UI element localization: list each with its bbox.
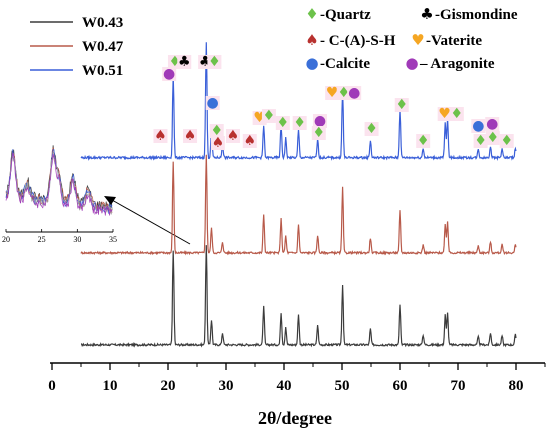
phase-marker-icon: ♦ [313, 125, 326, 141]
marker-highlight [364, 122, 379, 136]
legend-label-W0.47: W0.47 [82, 39, 124, 55]
x-tick-label: 60 [393, 378, 408, 394]
diffraction-traces [80, 42, 517, 348]
marker-highlight [449, 107, 464, 121]
phase-marker-icon: ● [472, 118, 484, 134]
marker-highlight [225, 129, 240, 143]
marker-highlight [473, 134, 488, 148]
xrd-trace-W0.47 [80, 154, 517, 256]
legend-label-W0.43: W0.43 [82, 15, 123, 31]
phase-legend-icon: ● [405, 54, 418, 72]
phase-legend-icon: ♣ [420, 5, 433, 23]
phase-markers: ♠♦●♣♠♣♦●♦♠ ♠ ♠♥♦ ♦ ♦ ●♦♥ ♦●♦♦♦♥ ♦●♦●♦ ♦ [153, 54, 514, 151]
marker-highlight [210, 136, 225, 150]
x-tick-label: 20 [161, 378, 176, 394]
phase-marker-icon: ♦ [337, 85, 350, 101]
marker-highlight [242, 134, 257, 148]
phase-marker-icon: ● [348, 85, 360, 101]
marker-highlight [394, 98, 409, 112]
marker-highlight [275, 116, 290, 130]
x-tick-label: 0 [48, 378, 56, 394]
phase-marker-icon: ♦ [474, 133, 487, 149]
phase-legend-icon: ● [305, 54, 318, 72]
phase-marker-icon: ♦ [451, 106, 464, 122]
phase-legend-icon: ♦ [305, 5, 318, 23]
phase-marker-icon: ● [207, 95, 219, 111]
phase-marker-icon: ♠ [154, 128, 167, 144]
marker-highlight [347, 86, 362, 100]
marker-highlight [205, 96, 220, 110]
inset-pointer-arrow-head [104, 196, 116, 205]
marker-highlight [416, 134, 431, 148]
phase-marker-icon: ♦ [277, 115, 290, 131]
phase-legend-label: -Vaterite [426, 33, 482, 49]
phase-marker-icon: ● [486, 116, 498, 132]
inset-zoom-plot: 20 25 30 35 [2, 145, 117, 244]
marker-highlight [162, 67, 177, 81]
phase-marker-icon: ♣ [178, 54, 191, 70]
x-tick-label: 10 [103, 378, 118, 394]
phase-legend-label: -Quartz [320, 7, 371, 23]
marker-highlight [437, 107, 452, 121]
marker-highlight [177, 55, 192, 69]
inset-tick-label: 35 [109, 235, 117, 244]
legend-label-W0.51: W0.51 [82, 63, 123, 79]
phase-marker-icon: ♦ [365, 121, 378, 137]
phase-legend-label: – Aragonite [419, 56, 495, 72]
phase-marker-icon: ♠ [212, 135, 225, 151]
x-tick-label: 30 [219, 378, 234, 394]
phase-legend-label: -Calcite [320, 56, 370, 72]
phase-marker-icon: ♠ [184, 128, 197, 144]
marker-highlight [183, 129, 198, 143]
phase-legend-icon: ♥ [411, 31, 424, 49]
inset-trace [5, 152, 113, 216]
x-tick-label: 40 [277, 378, 292, 394]
marker-highlight [207, 55, 222, 69]
phase-marker-icon: ♦ [293, 115, 306, 131]
x-axis-label: 2θ/degree [258, 408, 332, 428]
phase-marker-icon: ♦ [263, 108, 276, 124]
inset-pointer-arrow-line [111, 199, 191, 245]
phase-marker-icon: ♦ [500, 133, 513, 149]
phase-marker-icon: ♥ [438, 106, 451, 122]
xrd-trace-W0.43 [81, 245, 517, 348]
x-axis: 0 10 20 30 40 50 60 70 80 [48, 362, 546, 394]
phase-marker-icon: ♦ [417, 133, 430, 149]
series-legend: W0.43 W0.47 W0.51 [30, 15, 124, 79]
phase-marker-icon: ♠ [243, 133, 256, 149]
phase-marker-icon: ♠ [227, 128, 240, 144]
marker-highlight [209, 124, 224, 138]
phase-legend-label: -Gismondine [435, 7, 518, 23]
marker-highlight [312, 114, 327, 128]
phase-legend: ♦ -Quartz ♣ -Gismondine ♠ - C-(A)-S-H ♥ -Vateri… [305, 5, 518, 72]
marker-highlight [499, 134, 514, 148]
marker-highlight [292, 116, 307, 130]
marker-highlight [485, 131, 500, 145]
phase-legend-label: - C-(A)-S-H [320, 33, 396, 49]
phase-marker-icon: ♦ [395, 97, 408, 113]
marker-highlight [153, 129, 168, 143]
inset-tick-label: 25 [38, 235, 46, 244]
marker-highlight [485, 117, 500, 131]
x-tick-label: 80 [509, 378, 524, 394]
marker-highlight [325, 86, 340, 100]
marker-highlight [471, 119, 486, 133]
inset-tick-label: 20 [2, 235, 10, 244]
marker-highlight [261, 109, 276, 123]
x-tick-label: 70 [451, 378, 466, 394]
phase-marker-icon: ♦ [208, 54, 221, 70]
phase-marker-icon: ● [314, 113, 326, 129]
marker-highlight [311, 126, 326, 140]
phase-marker-icon: ♥ [326, 85, 339, 101]
x-tick-label: 50 [335, 378, 350, 394]
phase-marker-icon: ♦ [487, 130, 500, 146]
phase-marker-icon: ● [163, 66, 175, 82]
inset-tick-label: 30 [73, 235, 81, 244]
phase-legend-icon: ♠ [305, 31, 318, 49]
phase-marker-icon: ♦ [210, 123, 223, 139]
